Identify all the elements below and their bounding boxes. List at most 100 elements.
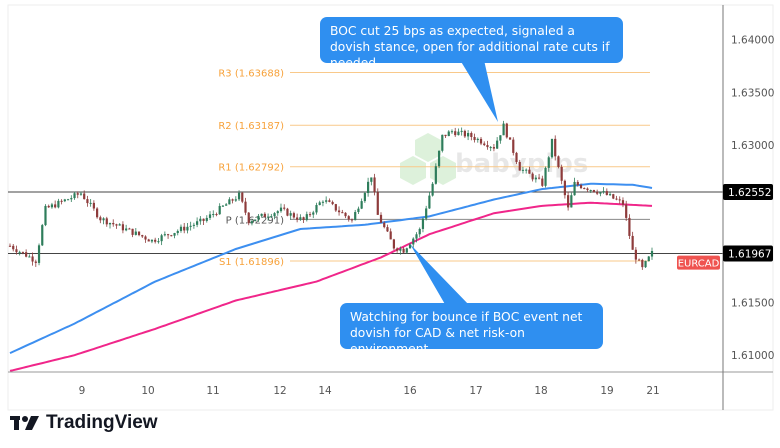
candle-body: [567, 195, 570, 208]
candle-body: [115, 224, 118, 226]
candle-body: [392, 239, 396, 249]
candle-body: [50, 204, 54, 208]
candle-body: [418, 228, 421, 235]
candle-body: [618, 199, 621, 201]
candle-body: [128, 228, 131, 230]
candle-body: [650, 250, 654, 257]
candle-body: [221, 205, 225, 207]
candle-body: [499, 135, 502, 141]
candle-body: [354, 212, 357, 221]
candle-body: [289, 213, 292, 216]
x-tick-label: 21: [646, 385, 659, 397]
candle-body: [376, 192, 379, 215]
y-tick-label: 1.61500: [731, 298, 774, 310]
tradingview-logo[interactable]: TradingView: [10, 410, 158, 436]
candle-body: [637, 259, 641, 261]
babypips-watermark: babypips: [400, 133, 588, 185]
candle-body: [467, 133, 470, 137]
price-tag: 1.62552: [728, 187, 771, 199]
candle-body: [160, 235, 163, 242]
candle-body: [244, 201, 247, 213]
candle-body: [112, 222, 115, 225]
x-tick-label: 16: [403, 385, 417, 397]
pivot-label: S1 (1.61896): [219, 257, 284, 268]
candle-body: [283, 207, 286, 209]
candle-body: [292, 213, 295, 218]
candle-body: [628, 217, 631, 236]
candle-body: [305, 214, 308, 221]
x-tick-label: 19: [600, 385, 613, 397]
candle-body: [431, 183, 434, 196]
candle-body: [579, 185, 583, 189]
y-tick-label: 1.64000: [731, 35, 774, 47]
candle-body: [325, 200, 328, 202]
candle-body: [621, 200, 625, 205]
candle-body: [279, 207, 283, 212]
watermark-text: babypips: [455, 149, 588, 179]
candle-body: [83, 193, 86, 200]
candle-body: [215, 214, 218, 216]
candle-body: [415, 234, 418, 239]
candle-body: [605, 191, 608, 195]
x-tick-label: 12: [273, 385, 286, 397]
candle-body: [108, 222, 112, 225]
candle-body: [434, 166, 437, 184]
candle-body: [447, 131, 450, 137]
candle-body: [321, 201, 325, 203]
candle-body: [421, 218, 425, 229]
x-tick-label: 14: [318, 385, 332, 397]
candle-body: [547, 157, 550, 168]
candle-body: [25, 252, 28, 257]
candle-body: [625, 204, 628, 218]
candle-body: [276, 211, 279, 214]
candle-body: [531, 173, 534, 180]
candle-body: [263, 213, 266, 218]
candle-body: [544, 167, 547, 186]
candle-body: [86, 199, 89, 204]
candle-body: [631, 235, 634, 250]
candle-body: [502, 123, 505, 136]
candle-body: [363, 193, 366, 202]
x-tick-label: 9: [79, 385, 86, 397]
symbol-tag-bg: [677, 255, 720, 270]
candle-body: [525, 169, 528, 171]
pivot-label: R3 (1.63688): [218, 69, 284, 80]
candle-body: [608, 194, 612, 196]
candle-body: [18, 251, 21, 253]
candle-body: [647, 256, 650, 262]
candle-body: [8, 245, 12, 247]
candle-body: [586, 188, 589, 191]
candle-body: [286, 208, 289, 216]
candle-body: [425, 208, 428, 219]
symbol-tag: EURCAD: [678, 259, 720, 270]
candle-body: [237, 192, 241, 200]
candle-body: [31, 256, 34, 262]
candle-body: [66, 199, 70, 201]
candle-body: [341, 212, 344, 214]
candle-body: [47, 205, 50, 208]
candle-body: [241, 192, 244, 202]
candle-body: [512, 139, 515, 153]
candle-body: [192, 224, 195, 226]
candle-body: [254, 219, 257, 222]
pivot-label: R1 (1.62792): [218, 163, 284, 174]
candle-body: [96, 208, 99, 218]
candle-body: [576, 181, 579, 186]
candle-body: [102, 218, 105, 221]
candle-body: [486, 145, 489, 148]
y-tick-label: 1.63500: [731, 87, 774, 99]
candle-body: [560, 166, 563, 181]
candle-body: [234, 199, 237, 201]
y-tick-label: 1.61000: [731, 350, 774, 362]
candle-body: [402, 248, 405, 253]
candle-body: [189, 225, 192, 227]
candle-body: [231, 199, 234, 201]
moving-average-blue: [9, 182, 653, 355]
moving-average-pink: [9, 201, 653, 372]
candle-body: [144, 236, 147, 240]
candle-body: [463, 130, 466, 137]
candle-body: [331, 201, 334, 205]
candle-body: [444, 134, 447, 137]
price-tag: 1.61967: [728, 248, 771, 260]
